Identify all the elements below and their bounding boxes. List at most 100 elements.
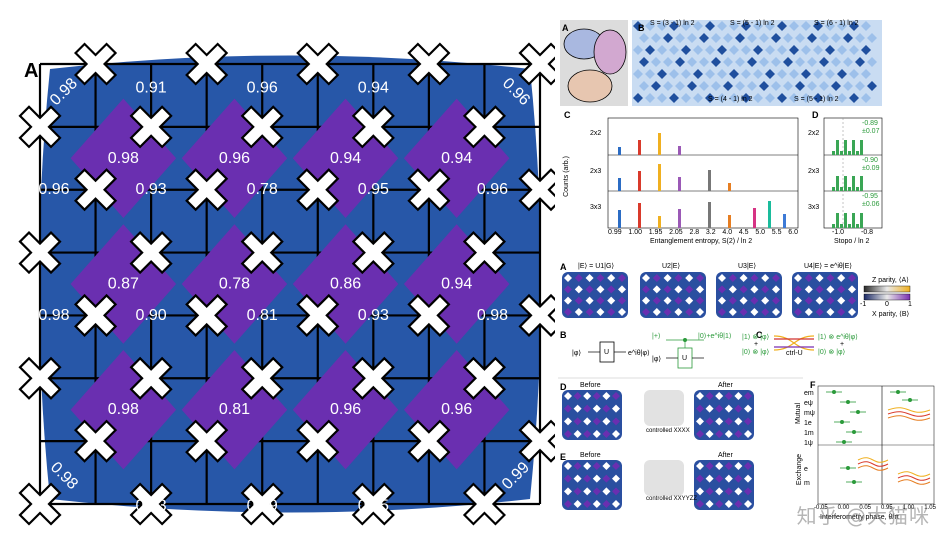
thumbnail-cell [618,308,626,316]
b-diamond [747,33,757,43]
thumbnail-cell [696,500,704,508]
b-diamond [693,93,703,103]
star-value: 0.93 [136,181,167,198]
c-xtick: 5.0 [755,229,766,236]
qubit-cross [129,231,173,275]
d-histogram-bar [840,187,843,191]
b-diamond [849,45,859,55]
thumbnail-cell [837,296,846,305]
c-xtick: 5.5 [771,229,782,236]
panel-e-bottom-letter: E [560,452,567,462]
thumbnail-cell [750,274,759,282]
thumbnail-cell [837,308,846,316]
c-row-2x3: 2x3 [590,168,602,175]
thumbnail-cell [585,285,594,294]
b-diamond [753,45,763,55]
b-diamond [843,81,853,91]
thumbnail-cell [602,462,611,470]
b-diamond [663,57,673,67]
thumbnail-cell [573,500,582,508]
c-row-2x2: 2x2 [590,130,602,137]
thumbnail-cell [734,474,743,483]
b-diamond [669,45,679,55]
lattice-thumbnail [562,460,622,510]
thumbnail-cell [728,296,737,305]
b-diamond [855,33,865,43]
b-diamond [681,69,691,79]
b-diamond [741,69,751,79]
thumbnail-cell [674,274,683,282]
thumbnail-cell [728,285,737,294]
b-diamond [825,45,835,55]
b-diamond [771,33,781,43]
qubit-cross [240,356,284,400]
b-diamond [645,69,655,79]
b-diamond [669,69,679,79]
b-diamond [807,57,817,67]
plaquette-value: 0.94 [441,150,472,167]
b-diamond [753,69,763,79]
thumbnail-cell [705,417,714,426]
thumbnail-cell [734,500,743,508]
qubit-cross [407,168,451,212]
f-row: 1m [804,430,814,437]
b-diamond [861,69,871,79]
qubit-cross [73,42,118,86]
c-xticks: 0.99 1.00 1.95 2.05 2.8 3.2 4.0 4.5 5.0 … [608,229,798,236]
thumbnail-cell [696,462,704,470]
toric-code-lattice: 0.98 0.96 0.94 0.94 0.87 0.78 0.86 0.94 0.98 0.81… [18,42,555,526]
thumbnail-cell [612,417,620,426]
c-histogram-bar [678,146,681,155]
c-ket: |1⟩ ⊗ |φ⟩ [742,334,770,341]
thumbnail-cell [564,404,572,413]
e-after: After [718,452,733,459]
thumbnail-cell [564,392,572,400]
plaquette-value: 0.96 [219,150,250,167]
c-xtick: 4.5 [738,229,749,236]
thumbnail-cell [724,500,733,508]
thumbnail-cell [585,308,594,316]
b-diamond [789,21,799,31]
b-diamond [735,81,745,91]
thumbnail-cell [744,462,752,470]
thumbnail-cell [734,392,743,400]
top-right-svg [560,20,883,229]
f-row: em [804,390,814,397]
thumbnail-cell [734,417,743,426]
thumbnail-cell [715,417,724,426]
d-xtick: -0.8 [861,229,874,236]
thumbnail-cell [685,296,694,305]
c-histogram-bar [638,203,641,228]
b-diamond [771,81,781,91]
star-value: 0.91 [136,79,167,96]
qubit-cross [185,42,229,86]
b-diamond [777,93,787,103]
thumbnail-cell [663,296,672,305]
b-diamond [675,57,685,67]
b-diamond [633,93,643,103]
b-diamond [777,45,787,55]
b-diamond [693,21,703,31]
qubit-cross [351,105,395,149]
f-phase-curve [857,457,889,463]
thumbnail-cell [744,392,752,400]
b-diamond [759,81,769,91]
lattice-thumbnail [562,272,628,318]
thumbnail-cell [592,487,601,496]
qubit-cross [129,482,173,526]
b-diamond [801,93,811,103]
legend-tick: -1 [860,301,867,308]
qubit-cross [407,42,451,86]
star-value: 0.95 [358,181,389,198]
c-histogram-bar [783,214,786,228]
b-diamond [735,57,745,67]
b-diamond [747,81,757,91]
b-diamond [645,93,655,103]
star-value: 0.93 [358,307,389,324]
circuit-label: U [682,355,688,362]
f-phase-curve [887,407,931,413]
thumbnail-cell [715,500,724,508]
d-row-2x2: 2x2 [808,130,820,137]
c-plus: + [840,341,845,348]
plaquette-value: 0.81 [219,401,250,418]
